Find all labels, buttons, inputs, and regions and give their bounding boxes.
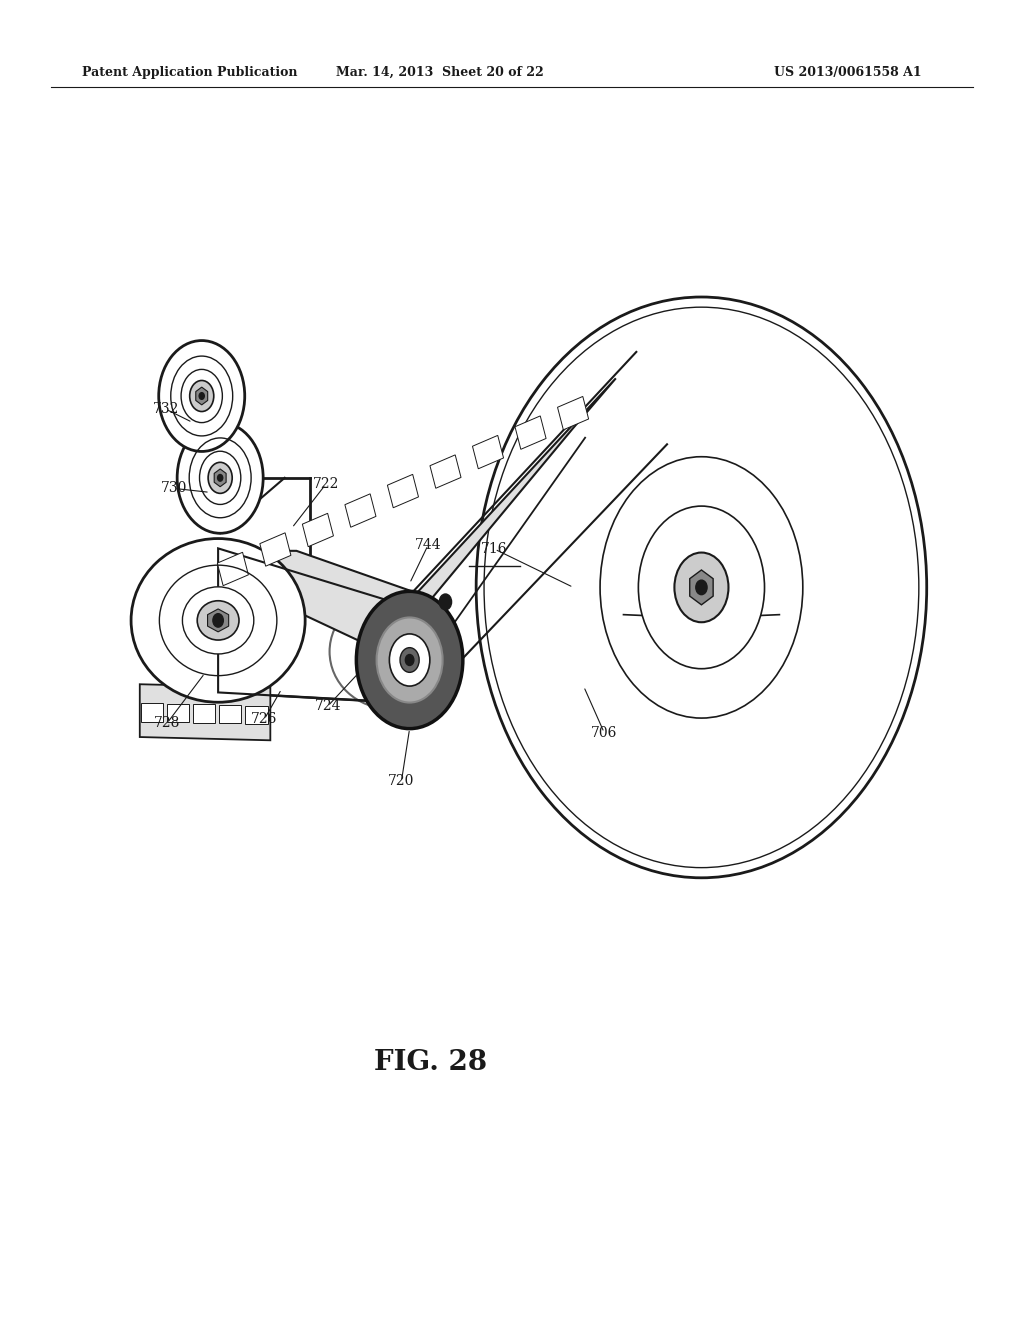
- Circle shape: [439, 594, 452, 610]
- Text: 726: 726: [251, 713, 278, 726]
- Polygon shape: [690, 570, 713, 605]
- Ellipse shape: [330, 594, 452, 709]
- Circle shape: [406, 655, 414, 665]
- Text: 722: 722: [312, 478, 339, 491]
- Text: 732: 732: [153, 403, 179, 416]
- Circle shape: [213, 614, 223, 627]
- Polygon shape: [209, 379, 615, 653]
- Polygon shape: [430, 455, 461, 488]
- Text: 730: 730: [161, 482, 187, 495]
- Text: 716: 716: [481, 543, 508, 556]
- Polygon shape: [214, 469, 226, 487]
- Circle shape: [476, 297, 927, 878]
- Ellipse shape: [182, 587, 254, 653]
- Circle shape: [208, 462, 232, 494]
- Polygon shape: [208, 609, 228, 632]
- Circle shape: [356, 591, 463, 729]
- Polygon shape: [345, 494, 376, 527]
- Text: 720: 720: [388, 775, 415, 788]
- Bar: [245, 706, 267, 725]
- Circle shape: [177, 422, 263, 533]
- Polygon shape: [260, 533, 291, 566]
- Text: Patent Application Publication: Patent Application Publication: [82, 66, 297, 79]
- Circle shape: [389, 634, 430, 686]
- Bar: [219, 705, 242, 723]
- Circle shape: [217, 474, 223, 482]
- Text: 744: 744: [415, 539, 441, 552]
- Text: Mar. 14, 2013  Sheet 20 of 22: Mar. 14, 2013 Sheet 20 of 22: [337, 66, 544, 79]
- Circle shape: [675, 553, 728, 622]
- Circle shape: [181, 370, 222, 422]
- Text: 728: 728: [154, 717, 180, 730]
- Circle shape: [159, 341, 245, 451]
- Bar: [140, 704, 163, 722]
- Ellipse shape: [131, 539, 305, 702]
- Polygon shape: [196, 387, 208, 405]
- Polygon shape: [387, 474, 419, 508]
- Bar: [167, 704, 189, 722]
- Polygon shape: [557, 396, 589, 430]
- Circle shape: [377, 618, 442, 702]
- Polygon shape: [217, 552, 249, 586]
- Circle shape: [696, 579, 707, 594]
- Text: 706: 706: [591, 726, 617, 739]
- Circle shape: [638, 506, 765, 669]
- Polygon shape: [218, 548, 390, 702]
- Polygon shape: [515, 416, 546, 449]
- Circle shape: [400, 648, 419, 672]
- Polygon shape: [472, 436, 504, 469]
- Bar: [193, 705, 215, 723]
- Polygon shape: [302, 513, 334, 546]
- Text: 724: 724: [314, 700, 341, 713]
- Ellipse shape: [198, 601, 239, 640]
- Circle shape: [199, 392, 205, 400]
- Circle shape: [189, 380, 214, 412]
- Circle shape: [200, 451, 241, 504]
- Text: US 2013/0061558 A1: US 2013/0061558 A1: [774, 66, 922, 79]
- Text: FIG. 28: FIG. 28: [374, 1049, 486, 1076]
- Polygon shape: [139, 684, 270, 741]
